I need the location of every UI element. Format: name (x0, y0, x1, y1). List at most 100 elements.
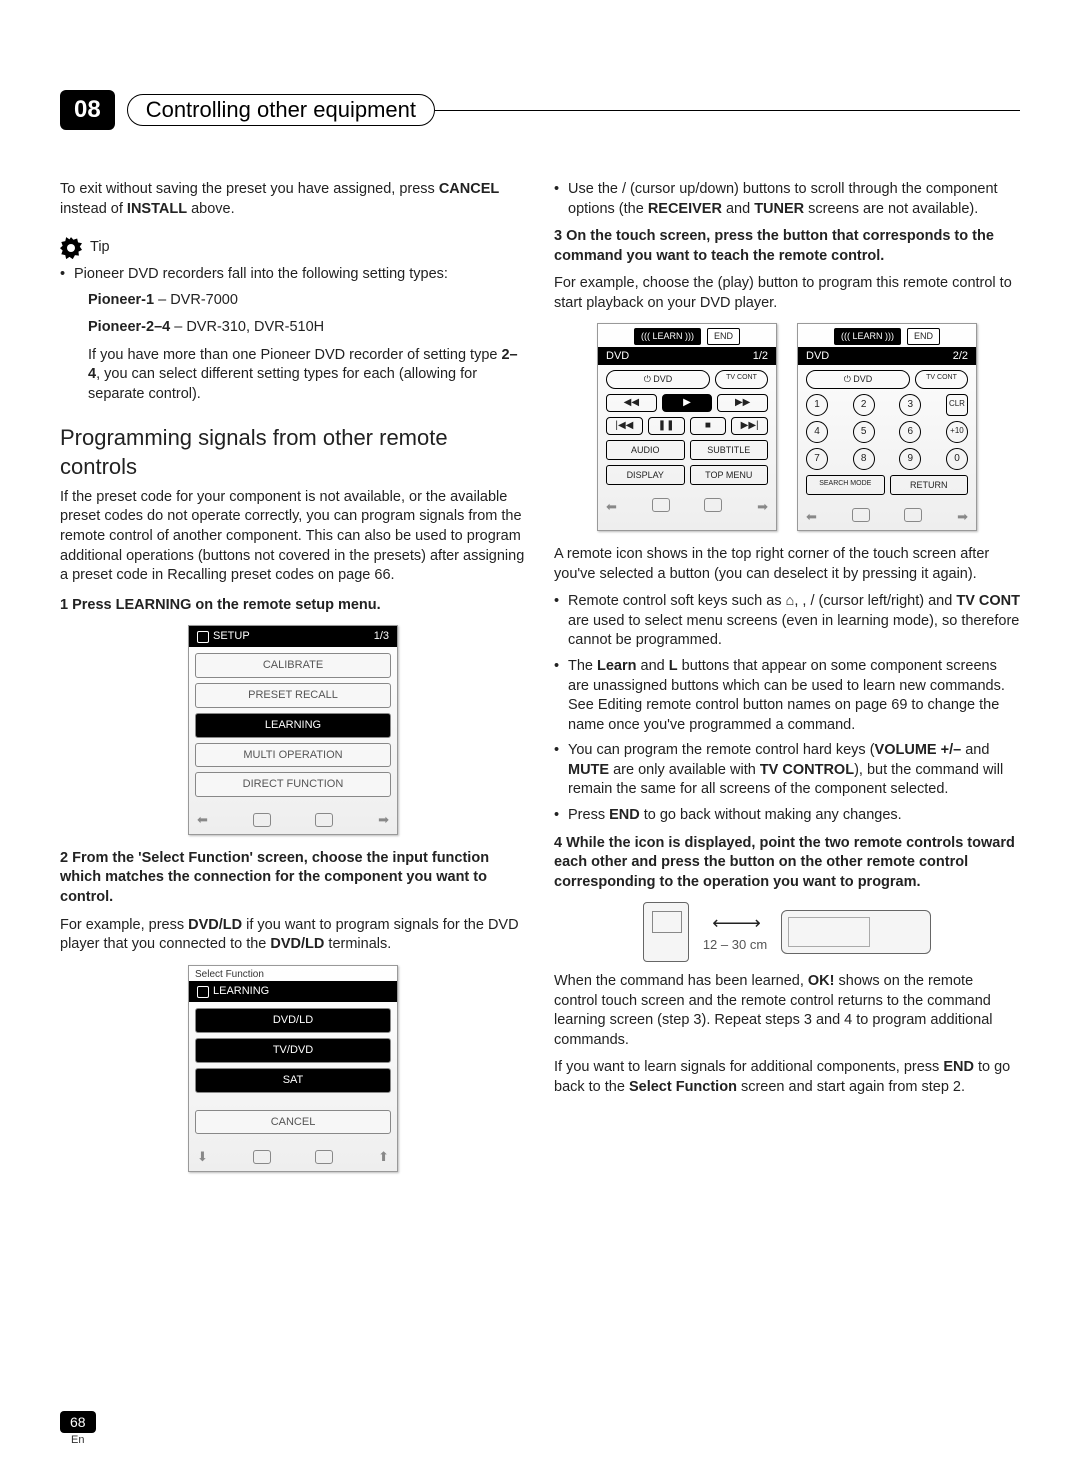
tip-para: If you have more than one Pioneer DVD re… (60, 346, 526, 405)
bullet-end: • Press END to go back without making an… (554, 806, 1020, 826)
pioneer-1: Pioneer-1 – DVR-7000 (60, 291, 526, 311)
num-button[interactable]: 8 (853, 448, 875, 470)
cancel-row[interactable]: CANCEL (195, 1110, 391, 1135)
setup-screen: SETUP 1/3 CALIBRATE PRESET RECALL LEARNI… (188, 625, 398, 835)
logo-icon (197, 631, 209, 643)
device-icon (643, 902, 689, 962)
back-icon[interactable] (315, 1150, 333, 1164)
forward-button[interactable]: ▶▶ (717, 394, 768, 412)
step-2: 2 From the 'Select Function' screen, cho… (60, 849, 526, 908)
subtitle-button[interactable]: SUBTITLE (690, 440, 769, 460)
audio-button[interactable]: AUDIO (606, 440, 685, 460)
prev-button[interactable]: |◀◀ (606, 417, 643, 435)
intro-text: To exit without saving the preset you ha… (60, 180, 526, 219)
back-icon[interactable] (315, 813, 333, 827)
menu-row[interactable]: DIRECT FUNCTION (195, 772, 391, 797)
left-arrow-icon[interactable]: ⬅ (197, 811, 208, 829)
chapter-badge: 08 (60, 90, 115, 130)
pause-button[interactable]: ❚❚ (648, 417, 685, 435)
dvd-screens: ((( LEARN ))) END DVD1/2 ⏻ DVD TV CONT ◀… (554, 323, 1020, 531)
bullet-learn: • The Learn and L buttons that appear on… (554, 657, 1020, 735)
menu-row[interactable]: MULTI OPERATION (195, 743, 391, 768)
return-button[interactable]: RETURN (890, 475, 969, 495)
num-button[interactable]: 4 (806, 421, 828, 443)
num-button[interactable]: 2 (853, 394, 875, 416)
right-arrow-icon[interactable]: ➡ (757, 498, 768, 516)
num-button[interactable]: 1 (806, 394, 828, 416)
menu-row[interactable]: PRESET RECALL (195, 683, 391, 708)
right-column: • Use the / (cursor up/down) buttons to … (554, 180, 1020, 1186)
tip-bullet: • Pioneer DVD recorders fall into the fo… (60, 265, 526, 285)
section-intro: If the preset code for your component is… (60, 488, 526, 586)
tv-cont-button[interactable]: TV CONT (715, 370, 768, 388)
menu-row[interactable]: TV/DVD (195, 1038, 391, 1063)
menu-row-selected[interactable]: LEARNING (195, 713, 391, 738)
step-2-para: For example, press DVD/LD if you want to… (60, 916, 526, 955)
bullet-cursor: • Use the / (cursor up/down) buttons to … (554, 180, 1020, 219)
dvd-screen-1: ((( LEARN ))) END DVD1/2 ⏻ DVD TV CONT ◀… (597, 323, 777, 531)
back-icon[interactable] (704, 498, 722, 512)
page-title: Controlling other equipment (127, 94, 435, 126)
distance-label: 12 – 30 cm (703, 936, 767, 954)
back-icon[interactable] (904, 508, 922, 522)
remote-icon (781, 910, 931, 954)
end-para: If you want to learn signals for additio… (554, 1058, 1020, 1097)
menu-row[interactable]: DVD/LD (195, 1008, 391, 1033)
next-button[interactable]: ▶▶| (731, 417, 768, 435)
home-icon[interactable] (852, 508, 870, 522)
header-rule (435, 110, 1020, 111)
left-arrow-icon[interactable]: ⬅ (606, 498, 617, 516)
clr-button[interactable]: CLR (946, 394, 968, 416)
num-button[interactable]: 5 (853, 421, 875, 443)
dvd-power-button[interactable]: ⏻ DVD (806, 370, 910, 388)
num-button[interactable]: 0 (946, 448, 968, 470)
step-4: 4 While the icon is displayed, point the… (554, 834, 1020, 893)
display-button[interactable]: DISPLAY (606, 465, 685, 485)
right-arrow-icon[interactable]: ➡ (378, 811, 389, 829)
step-1: 1 Press LEARNING on the remote setup men… (60, 596, 526, 616)
tv-cont-button[interactable]: TV CONT (915, 370, 968, 388)
menu-row[interactable]: SAT (195, 1068, 391, 1093)
section-heading: Programming signals from other remote co… (60, 423, 526, 482)
home-icon[interactable] (652, 498, 670, 512)
num-button[interactable]: 9 (899, 448, 921, 470)
ok-para: When the command has been learned, OK! s… (554, 972, 1020, 1050)
right-arrow-icon[interactable]: ➡ (957, 508, 968, 526)
topmenu-button[interactable]: TOP MENU (690, 465, 769, 485)
num-button[interactable]: 6 (899, 421, 921, 443)
page-number: 68 En (60, 1414, 96, 1446)
left-column: To exit without saving the preset you ha… (60, 180, 526, 1186)
bullet-softkeys: • Remote control soft keys such as ⌂, , … (554, 592, 1020, 651)
tip-heading: Tip (60, 237, 526, 259)
search-button[interactable]: SEARCH MODE (806, 475, 885, 495)
logo-icon (197, 986, 209, 998)
up-arrow-icon[interactable]: ⬆ (378, 1148, 389, 1166)
pointing-diagram: ⟵⟶ 12 – 30 cm (554, 902, 1020, 962)
num-button[interactable]: 7 (806, 448, 828, 470)
tip-label: Tip (90, 238, 110, 258)
dvd-screen-2: ((( LEARN ))) END DVD2/2 ⏻ DVD TV CONT 1… (797, 323, 977, 531)
learning-screen: Select Function LEARNING DVD/LD TV/DVD S… (188, 965, 398, 1172)
bullet-hardkeys: • You can program the remote control har… (554, 741, 1020, 800)
stop-button[interactable]: ■ (690, 417, 727, 435)
pioneer-24: Pioneer-2–4 – DVR-310, DVR-510H (60, 318, 526, 338)
left-arrow-icon[interactable]: ⬅ (806, 508, 817, 526)
remote-icon-para: A remote icon shows in the top right cor… (554, 545, 1020, 584)
menu-row[interactable]: CALIBRATE (195, 653, 391, 678)
home-icon[interactable] (253, 813, 271, 827)
double-arrow-icon: ⟵⟶ (703, 911, 767, 935)
learn-tab[interactable]: ((( LEARN ))) (634, 328, 701, 344)
play-button[interactable]: ▶ (662, 394, 713, 412)
rewind-button[interactable]: ◀◀ (606, 394, 657, 412)
plus10-button[interactable]: +10 (946, 421, 968, 443)
learn-tab[interactable]: ((( LEARN ))) (834, 328, 901, 344)
num-button[interactable]: 3 (899, 394, 921, 416)
gear-icon (60, 237, 82, 259)
dvd-power-button[interactable]: ⏻ DVD (606, 370, 710, 388)
end-tab[interactable]: END (707, 328, 740, 344)
step-3: 3 On the touch screen, press the button … (554, 227, 1020, 266)
down-arrow-icon[interactable]: ⬇ (197, 1148, 208, 1166)
home-icon[interactable] (253, 1150, 271, 1164)
page-header: 08 Controlling other equipment (60, 90, 1020, 130)
end-tab[interactable]: END (907, 328, 940, 344)
